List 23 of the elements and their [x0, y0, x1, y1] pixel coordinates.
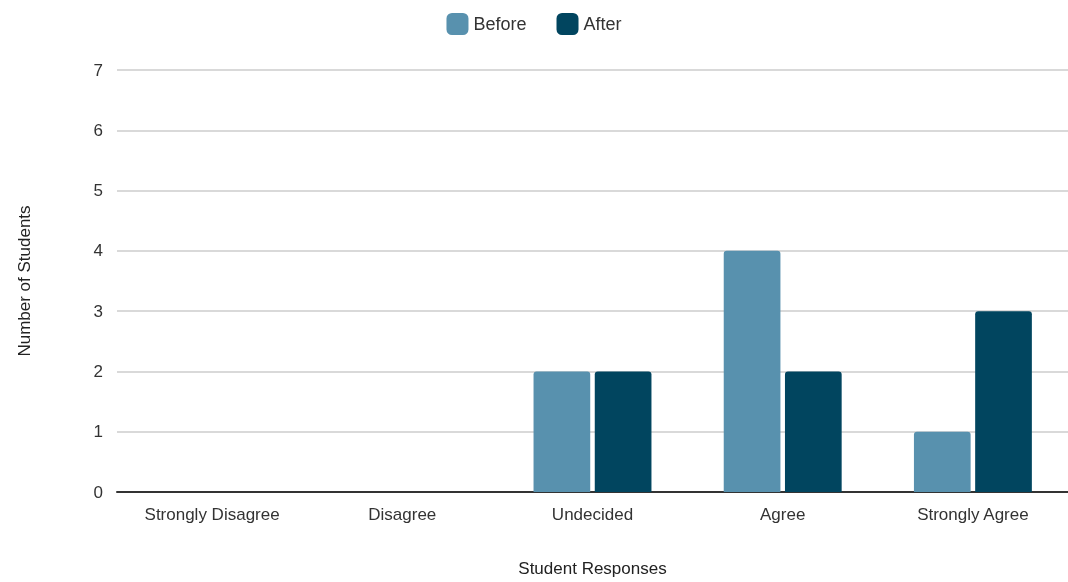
legend-label: Before	[473, 14, 527, 34]
bar	[913, 431, 971, 492]
y-tick-label: 6	[93, 120, 103, 140]
bar	[975, 311, 1032, 492]
bar	[533, 371, 591, 492]
y-axis-title: Number of Students	[15, 205, 34, 357]
y-tick-label: 3	[93, 301, 103, 321]
y-tick-label: 1	[93, 422, 103, 442]
bar	[723, 250, 781, 492]
y-tick-label: 2	[93, 361, 103, 381]
y-tick-label: 7	[93, 60, 103, 80]
y-tick-label: 5	[93, 181, 103, 201]
x-tick-label: Agree	[760, 505, 806, 524]
x-tick-label: Strongly Agree	[917, 505, 1029, 524]
x-tick-label: Strongly Disagree	[144, 505, 280, 524]
y-tick-label: 4	[93, 241, 103, 261]
x-tick-label: Disagree	[368, 505, 437, 524]
legend-label: After	[583, 14, 622, 34]
y-tick-label: 0	[93, 482, 103, 502]
bar	[594, 371, 652, 492]
bar	[784, 371, 842, 492]
x-tick-label: Undecided	[551, 505, 634, 524]
x-axis-title: Student Responses	[518, 559, 667, 578]
